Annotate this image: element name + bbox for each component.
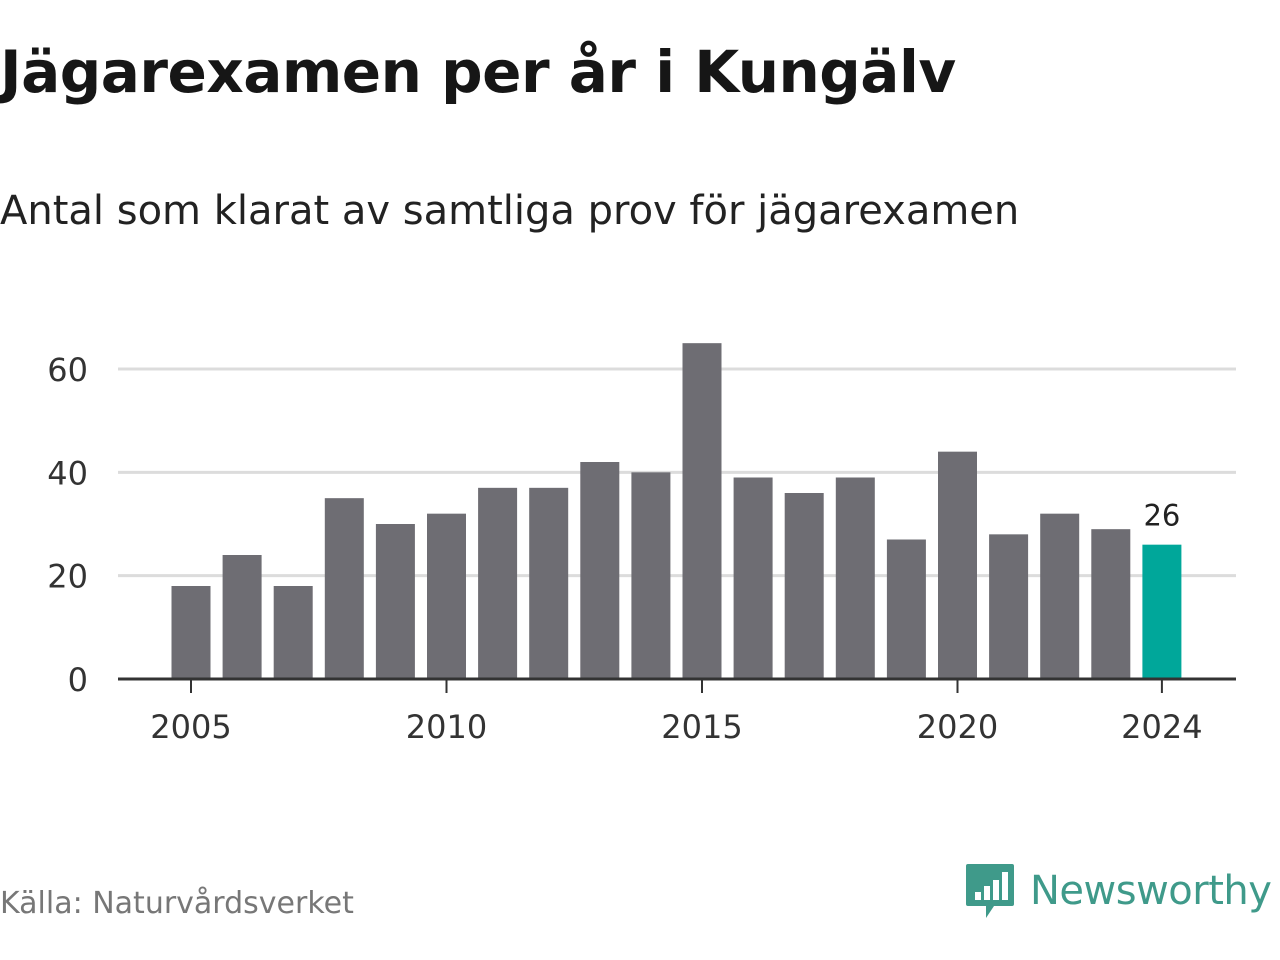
bar-2006	[222, 555, 262, 679]
bar-2009	[375, 524, 415, 679]
y-tick-label-20: 20	[47, 558, 88, 596]
x-tick-label-2010: 2010	[406, 708, 487, 746]
chart-subtitle: Antal som klarat av samtliga prov för jä…	[0, 188, 1020, 234]
bar-2024	[1142, 544, 1182, 679]
y-tick-label-0: 0	[68, 661, 88, 699]
bar-2018	[835, 477, 875, 679]
bar-chart: 0 20 40 60 26 2005 2010 2015 2020 2024	[47, 343, 1236, 746]
bar-2016	[733, 477, 773, 679]
bar-2010	[427, 513, 466, 679]
brand-name: Newsworthy	[1030, 868, 1272, 914]
bar-2008	[324, 498, 364, 679]
chart-title: Jägarexamen per år i Kungälv	[0, 38, 956, 106]
bar-2005	[171, 586, 211, 679]
x-axis	[118, 677, 1236, 693]
bar-2017	[784, 493, 824, 679]
bar-2011	[478, 487, 518, 679]
bar-2020	[938, 451, 977, 679]
x-tick-label-2024: 2024	[1121, 708, 1202, 746]
newsworthy-logo-icon	[966, 864, 1014, 918]
bar-2015	[682, 343, 722, 679]
bar-2013	[580, 462, 620, 679]
axis-labels: 0 20 40 60 26 2005 2010 2015 2020 2024	[47, 351, 1202, 746]
bar-2007	[273, 586, 313, 679]
bar-2012	[529, 487, 569, 679]
x-tick-label-2015: 2015	[661, 708, 742, 746]
y-tick-label-60: 60	[47, 351, 88, 389]
bar-2014	[631, 472, 671, 679]
value-label-2024: 26	[1143, 499, 1180, 533]
y-tick-label-40: 40	[47, 454, 88, 492]
bar-2021	[989, 534, 1029, 679]
source-note: Källa: Naturvårdsverket	[0, 886, 354, 921]
x-tick-label-2020: 2020	[917, 708, 998, 746]
bar-2023	[1091, 529, 1131, 679]
brand-logo[interactable]: Newsworthy	[964, 862, 1272, 920]
bars	[171, 343, 1182, 679]
bar-2019	[886, 539, 926, 679]
x-tick-label-2005: 2005	[150, 708, 231, 746]
bar-2022	[1040, 513, 1080, 679]
